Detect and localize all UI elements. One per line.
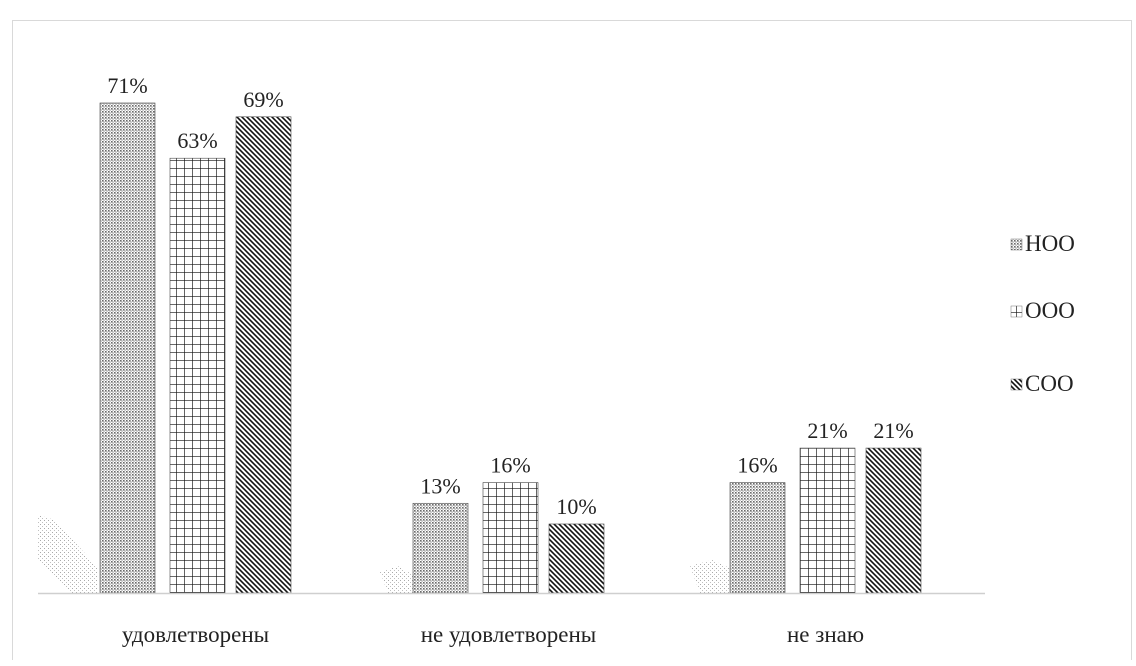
- category-labels-layer: удовлетворены не удовлетворены не знаю: [122, 622, 864, 647]
- bar-не-удовлетворены-ооо: [482, 482, 539, 594]
- data-label-удовлетворены-ооо: 63%: [177, 128, 217, 153]
- shadow-decoration-1: [38, 515, 98, 593]
- legend-swatch-ооо: [1010, 305, 1023, 318]
- category-label-не-удовлетворены: не удовлетворены: [421, 622, 597, 647]
- shadow-decorations: [38, 515, 730, 593]
- legend-label-ооо: ООО: [1025, 298, 1075, 323]
- legend-swatch-соо: [1010, 378, 1023, 391]
- bar-не-знаю-ноо: [729, 482, 786, 594]
- data-label-удовлетворены-ноо: 71%: [107, 73, 147, 98]
- shadow-decoration-3: [690, 560, 730, 593]
- data-label-не-удовлетворены-ноо: 13%: [420, 473, 460, 498]
- data-label-не-знаю-ооо: 21%: [807, 418, 847, 443]
- legend-swatch-ноо: [1010, 238, 1023, 251]
- data-label-не-удовлетворены-ооо: 16%: [490, 453, 530, 478]
- data-labels-layer: 71% 63% 69% 13% 16% 10% 16% 21% 21%: [107, 73, 913, 519]
- category-label-удовлетворены: удовлетворены: [122, 622, 269, 647]
- legend-label-соо: СОО: [1025, 371, 1074, 396]
- bar-не-знаю-соо: [865, 447, 922, 594]
- bar-удовлетворены-ноо: [99, 102, 156, 594]
- category-label-не-знаю: не знаю: [787, 622, 864, 647]
- legend-label-ноо: НОО: [1025, 231, 1075, 256]
- data-label-не-знаю-ноо: 16%: [737, 453, 777, 478]
- bar-не-удовлетворены-ноо: [412, 502, 469, 594]
- data-label-не-знаю-соо: 21%: [873, 418, 913, 443]
- bar-удовлетворены-соо: [235, 116, 292, 594]
- data-label-не-удовлетворены-соо: 10%: [556, 494, 596, 519]
- bar-удовлетворены-ооо: [169, 157, 226, 594]
- bar-не-знаю-ооо: [799, 447, 856, 594]
- bars-layer: [99, 102, 922, 594]
- bar-не-удовлетворены-соо: [548, 523, 605, 594]
- shadow-decoration-2: [380, 566, 413, 593]
- data-label-удовлетворены-соо: 69%: [243, 87, 283, 112]
- legend: НОО ООО СОО: [1010, 231, 1075, 396]
